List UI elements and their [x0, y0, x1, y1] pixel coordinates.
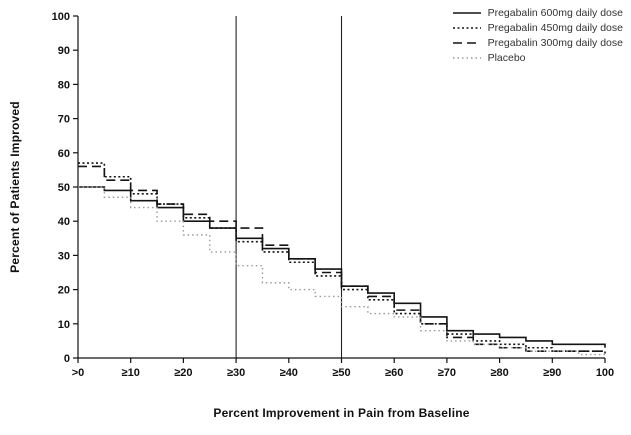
legend-label: Pregabalin 300mg daily dose [487, 37, 623, 49]
legend-label: Placebo [487, 52, 526, 64]
legend-line-sample [452, 57, 481, 59]
x-tick-label: ≥40 [280, 367, 298, 379]
x-tick-label: 100 [596, 367, 614, 379]
legend-item: Placebo [452, 51, 623, 65]
x-axis-title: Percent Improvement in Pain from Baselin… [213, 406, 470, 420]
x-tick-label: >0 [72, 367, 85, 379]
x-tick-label: ≥50 [332, 367, 350, 379]
y-tick-label: 90 [58, 45, 70, 57]
legend-item: Pregabalin 300mg daily dose [452, 36, 623, 50]
y-tick-label: 70 [58, 114, 70, 126]
x-tick-label: ≥90 [543, 367, 561, 379]
y-tick-label: 100 [52, 11, 70, 23]
x-tick-label: ≥10 [122, 367, 140, 379]
x-tick-label: ≥60 [385, 367, 403, 379]
legend-label: Pregabalin 450mg daily dose [487, 22, 623, 34]
series-line-pregabalin-300mg-daily-dose [78, 165, 605, 352]
x-tick-label: ≥20 [174, 367, 192, 379]
y-tick-label: 40 [58, 216, 70, 228]
legend-item: Pregabalin 450mg daily dose [452, 21, 623, 35]
chart-legend: Pregabalin 600mg daily dose Pregabalin 45… [452, 6, 623, 65]
legend-line-sample [452, 12, 481, 14]
y-tick-label: 20 [58, 285, 70, 297]
x-tick-label: ≥70 [438, 367, 456, 379]
series-line-placebo [78, 186, 605, 356]
x-tick-label: ≥80 [490, 367, 508, 379]
legend-line-sample [452, 42, 481, 44]
x-tick-label: ≥30 [227, 367, 245, 379]
line-chart: 0 10 20 30 40 50 60 70 80 90 100 >0 ≥10 ≥20 ≥30 ≥40 ≥50 ≥… [52, 11, 615, 379]
y-tick-label: 50 [58, 182, 70, 194]
y-tick-label: 10 [58, 319, 70, 331]
y-tick-label: 30 [58, 250, 70, 262]
legend-item: Pregabalin 600mg daily dose [452, 6, 623, 20]
legend-line-sample [452, 27, 481, 29]
y-tick-label: 0 [64, 353, 70, 365]
y-tick-label: 60 [58, 148, 70, 160]
legend-label: Pregabalin 600mg daily dose [487, 7, 623, 19]
y-tick-label: 80 [58, 79, 70, 91]
